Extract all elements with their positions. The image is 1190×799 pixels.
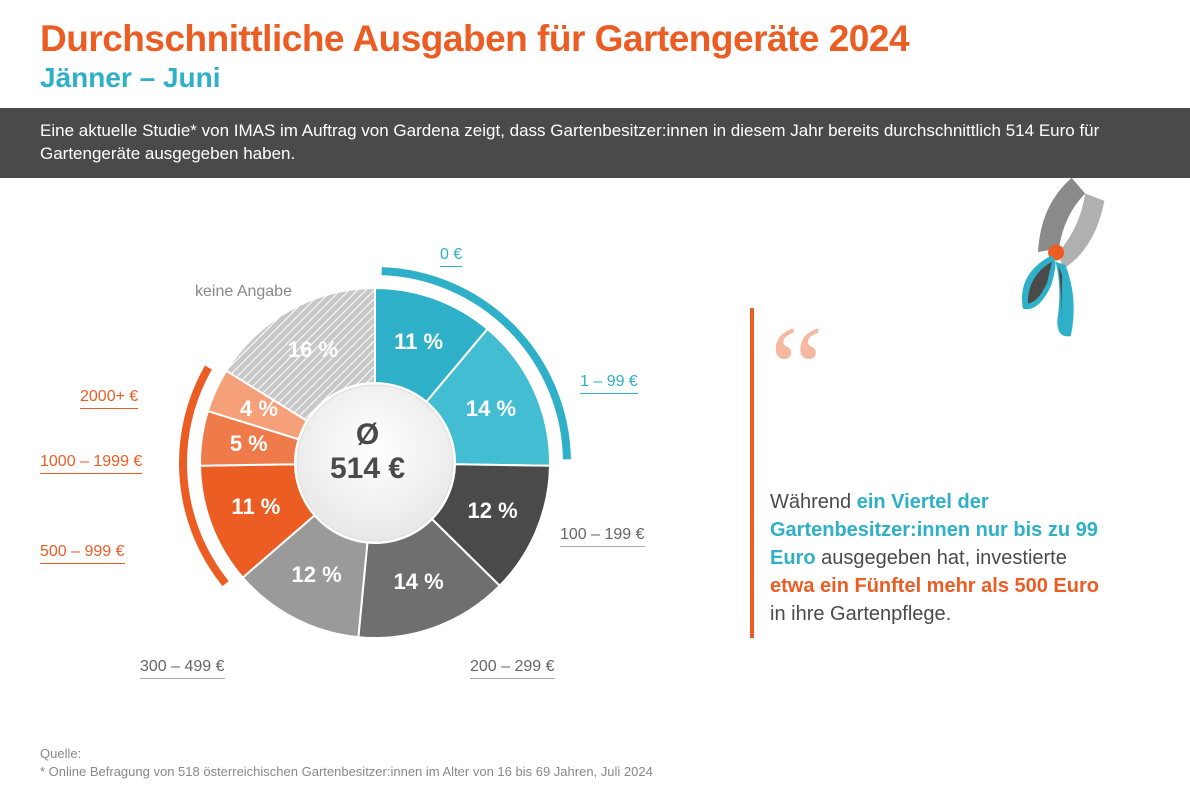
quote-span: etwa ein Fünftel mehr als 500 Euro xyxy=(770,575,1099,597)
slice-pct-label: 14 % xyxy=(389,569,449,595)
slice-pct-label: 16 % xyxy=(283,337,343,363)
footer: Quelle: * Online Befragung von 518 öster… xyxy=(40,746,653,779)
slice-pct-label: 11 % xyxy=(389,329,449,355)
slice-pct-label: 4 % xyxy=(229,396,289,422)
slice-ext-label: 2000+ € xyxy=(80,388,138,409)
slice-ext-label: 0 € xyxy=(440,246,462,267)
slice-ext-label: 1 – 99 € xyxy=(580,373,638,394)
slice-pct-label: 5 % xyxy=(219,431,279,457)
quote-span: ausgegeben hat, investierte xyxy=(816,547,1067,569)
slice-ext-label: 500 – 999 € xyxy=(40,543,125,564)
page-subtitle: Jänner – Juni xyxy=(40,62,1150,94)
quote-marks-icon: “ xyxy=(770,338,813,398)
slice-ext-label: 1000 – 1999 € xyxy=(40,453,142,474)
quote-span: Während xyxy=(770,491,857,513)
pruning-shears-icon xyxy=(970,150,1170,350)
slice-ext-label: keine Angabe xyxy=(195,283,292,301)
slice-ext-label: 200 – 299 € xyxy=(470,658,555,679)
header: Durchschnittliche Ausgaben für Gartenger… xyxy=(0,0,1190,94)
page-title: Durchschnittliche Ausgaben für Gartenger… xyxy=(40,18,1150,60)
donut-chart: Ø 514 € 11 % 14 % 12 % 14 % 12 % 11 % 5 % 4 % 16… xyxy=(40,208,720,688)
footer-text: * Online Befragung von 518 österreichisc… xyxy=(40,764,653,779)
slice-pct-label: 14 % xyxy=(461,396,521,422)
center-label: Ø 514 € xyxy=(330,418,405,486)
avg-value: 514 € xyxy=(330,452,405,486)
quote-accent-bar xyxy=(750,308,754,638)
quote-text: Während ein Viertel der Gartenbesitzer:i… xyxy=(770,488,1100,628)
slice-ext-label: 300 – 499 € xyxy=(140,658,225,679)
slice-ext-label: 100 – 199 € xyxy=(560,526,645,547)
quote-span: in ihre Gartenpflege. xyxy=(770,603,951,625)
slice-pct-label: 12 % xyxy=(463,498,523,524)
slice-pct-label: 12 % xyxy=(287,562,347,588)
footer-label: Quelle: xyxy=(40,746,653,761)
avg-symbol: Ø xyxy=(330,418,405,452)
slice-pct-label: 11 % xyxy=(226,494,286,520)
